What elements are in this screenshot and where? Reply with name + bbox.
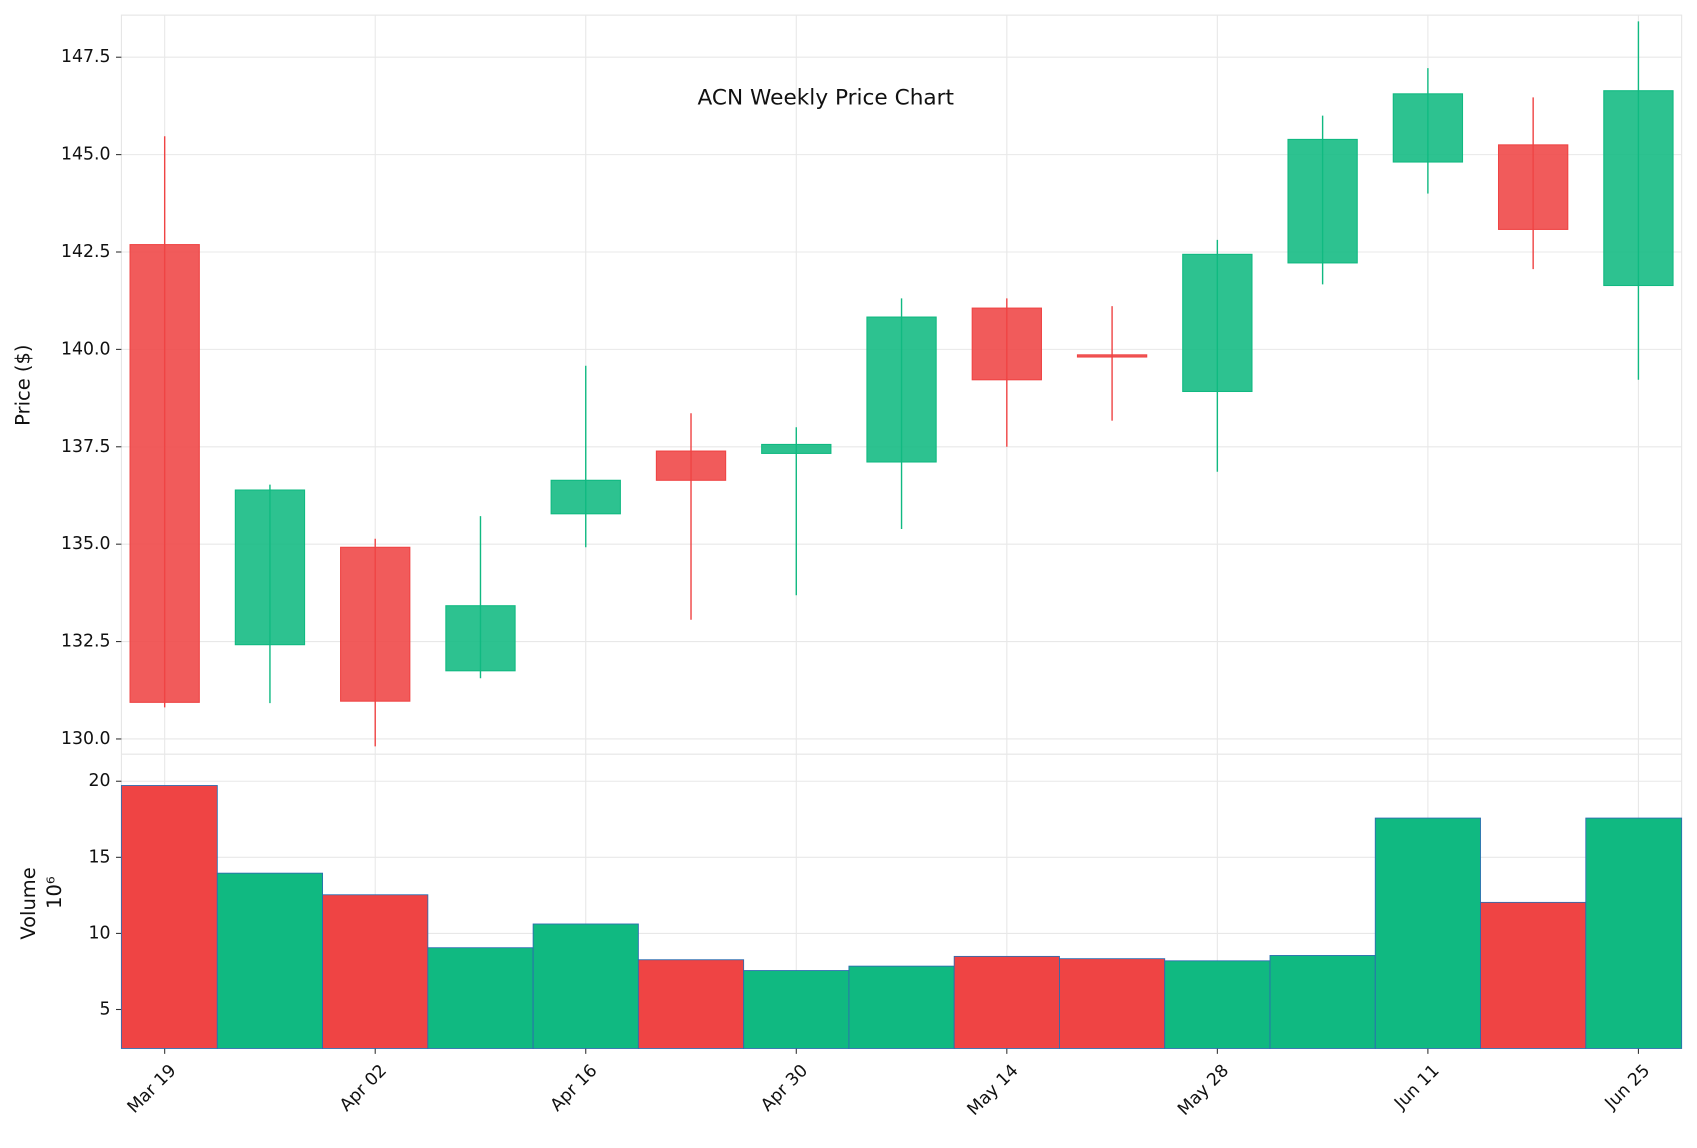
- y-tick-label: 147.5: [61, 47, 111, 67]
- volume-bar: [1269, 955, 1376, 1049]
- volume-bar: [120, 785, 218, 1049]
- y-tick-label: 140.0: [61, 339, 111, 359]
- x-tick-label: May 14: [964, 1061, 1023, 1120]
- volume-bar: [848, 965, 955, 1049]
- candle-body: [1182, 253, 1253, 393]
- chart-title: ACN Weekly Price Chart: [698, 85, 955, 110]
- volume-bar: [216, 872, 324, 1049]
- y-tick-label: 142.5: [61, 242, 111, 262]
- candle-body: [1392, 93, 1464, 163]
- candle-body: [1076, 354, 1148, 358]
- volume-bar: [1164, 960, 1271, 1049]
- candle-body: [234, 489, 306, 646]
- y-tick-label: 15: [89, 847, 111, 867]
- candle-body: [129, 244, 200, 703]
- candle-body: [761, 443, 832, 454]
- candle-body: [1287, 138, 1358, 264]
- x-tick-label: Apr 02: [336, 1061, 391, 1116]
- candle-body: [1497, 144, 1569, 230]
- candle-body: [1603, 90, 1674, 287]
- x-tick-label: Apr 30: [757, 1061, 812, 1116]
- y-tick-label: 5: [100, 999, 111, 1019]
- volume-bar: [953, 955, 1060, 1049]
- x-tick-label: Jun 25: [1601, 1061, 1654, 1114]
- candle-body: [655, 450, 727, 481]
- y-tick-label: 135.0: [61, 534, 111, 554]
- x-tick-label: Apr 16: [547, 1061, 602, 1116]
- volume-bar: [1374, 817, 1481, 1049]
- candle-body: [971, 307, 1042, 381]
- y-tick-label: 145.0: [61, 145, 111, 165]
- volume-bar: [532, 923, 639, 1049]
- candle-body: [445, 605, 516, 672]
- volume-bar: [743, 970, 850, 1049]
- x-tick-label: May 28: [1174, 1061, 1233, 1120]
- y-axis-label: Price ($): [12, 345, 35, 426]
- volume-bar: [1480, 901, 1587, 1049]
- y-tick-label: 10: [89, 923, 111, 943]
- volume-bar: [1585, 817, 1683, 1049]
- y-tick-label: 137.5: [61, 437, 111, 457]
- candle-body: [340, 546, 411, 702]
- y-tick-label: 20: [89, 771, 111, 791]
- volume-bar: [1059, 958, 1166, 1049]
- volume-bar: [637, 959, 745, 1049]
- volume-bar: [427, 947, 534, 1049]
- y-tick-label: 130.0: [61, 729, 111, 749]
- volume-axis-label: Volume: [17, 867, 40, 939]
- volume-bar: [322, 894, 429, 1049]
- x-tick-label: Jun 11: [1390, 1061, 1443, 1114]
- x-tick-label: Mar 19: [124, 1061, 181, 1118]
- candle-body: [866, 316, 937, 463]
- y-tick-label: 132.5: [61, 632, 111, 652]
- volume-scale-label: 10⁶: [43, 876, 66, 909]
- candle-body: [550, 479, 621, 515]
